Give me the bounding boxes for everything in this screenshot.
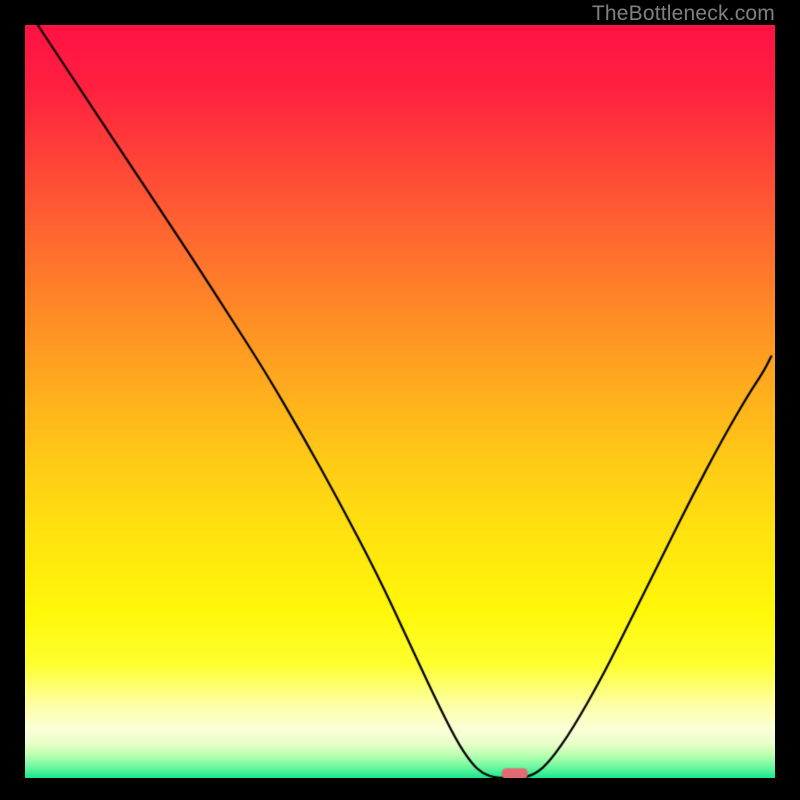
- chart-container: TheBottleneck.com: [0, 0, 800, 800]
- curve-layer: [25, 25, 775, 778]
- watermark-text: TheBottleneck.com: [592, 2, 775, 26]
- plot-area: [25, 25, 775, 778]
